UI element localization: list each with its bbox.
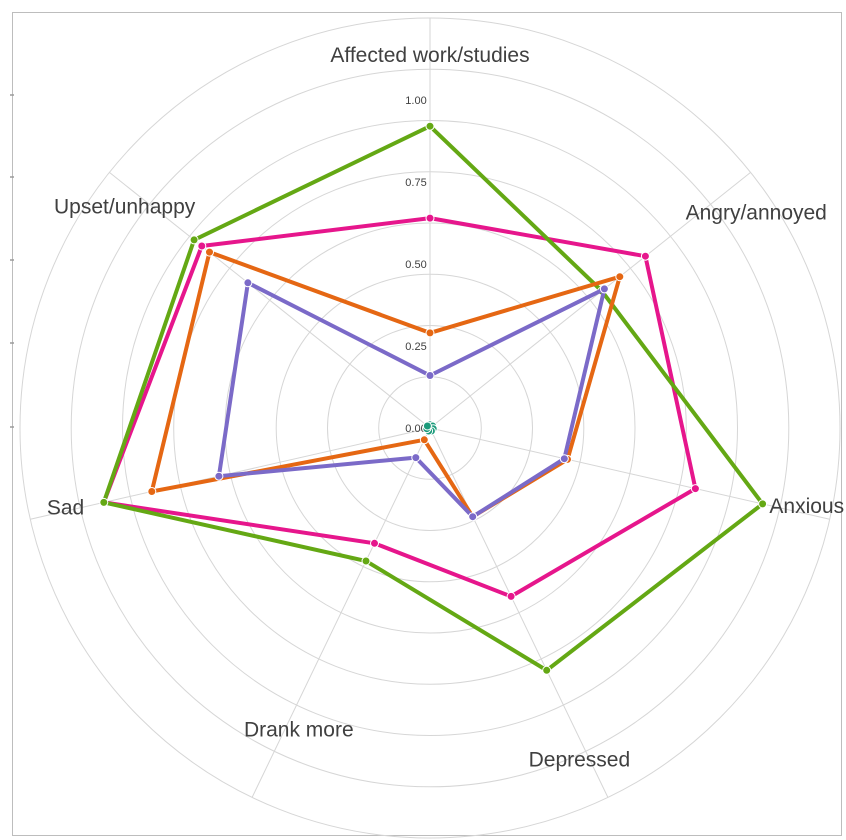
data-point bbox=[615, 272, 625, 282]
series-line bbox=[101, 123, 766, 673]
tick-label: 1.00 bbox=[405, 95, 426, 107]
data-point bbox=[559, 454, 569, 464]
series-0 bbox=[99, 213, 700, 601]
spoke-1 bbox=[429, 172, 751, 429]
data-point bbox=[243, 278, 253, 288]
tick-label: 0.50 bbox=[405, 259, 426, 271]
data-point bbox=[419, 435, 429, 445]
data-point bbox=[690, 484, 700, 494]
tick-labels: 0.00 0.25 0.50 0.75 1.00 bbox=[405, 95, 426, 435]
category-label: Affected work/studies bbox=[330, 44, 529, 67]
category-label: Depressed bbox=[529, 748, 631, 771]
spokes bbox=[30, 18, 830, 798]
category-label: Angry/annoyed bbox=[686, 202, 827, 225]
series-3 bbox=[214, 278, 609, 522]
data-point bbox=[99, 497, 109, 507]
data-point bbox=[425, 121, 435, 131]
category-labels: Affected work/studies Angry/annoyed Anxiou… bbox=[47, 44, 844, 771]
spoke-4 bbox=[251, 427, 431, 798]
series-line bbox=[101, 216, 698, 599]
tick-label: 0.25 bbox=[405, 341, 426, 353]
tick-label: 0.00 bbox=[405, 423, 426, 435]
data-point bbox=[640, 251, 650, 261]
category-label: Sad bbox=[47, 497, 84, 520]
category-label: Anxious bbox=[769, 495, 844, 518]
data-point bbox=[425, 213, 435, 223]
tick-label: 0.75 bbox=[405, 177, 426, 189]
data-point bbox=[361, 556, 371, 566]
data-point bbox=[370, 538, 379, 548]
data-point bbox=[411, 453, 421, 463]
data-point bbox=[425, 371, 435, 380]
left-edge-ticks bbox=[10, 94, 14, 428]
chart-frame bbox=[12, 12, 842, 836]
data-point bbox=[468, 512, 478, 522]
series-4 bbox=[422, 420, 438, 436]
series-1 bbox=[99, 121, 768, 675]
data-point bbox=[425, 328, 435, 338]
data-point bbox=[506, 591, 516, 601]
data-point bbox=[205, 247, 214, 257]
series-line bbox=[216, 279, 608, 520]
series-line bbox=[149, 249, 623, 520]
data-point bbox=[422, 421, 432, 431]
data-point bbox=[189, 235, 199, 245]
spoke-6 bbox=[109, 172, 431, 429]
data-point bbox=[214, 471, 224, 481]
spoke-3 bbox=[429, 427, 609, 798]
series-layer bbox=[99, 121, 768, 675]
data-point bbox=[147, 487, 157, 496]
data-point bbox=[197, 241, 207, 251]
data-point bbox=[599, 284, 609, 294]
data-point bbox=[758, 499, 768, 509]
category-label: Upset/unhappy bbox=[54, 196, 196, 219]
category-label: Drank more bbox=[244, 719, 354, 742]
data-point bbox=[542, 665, 552, 675]
